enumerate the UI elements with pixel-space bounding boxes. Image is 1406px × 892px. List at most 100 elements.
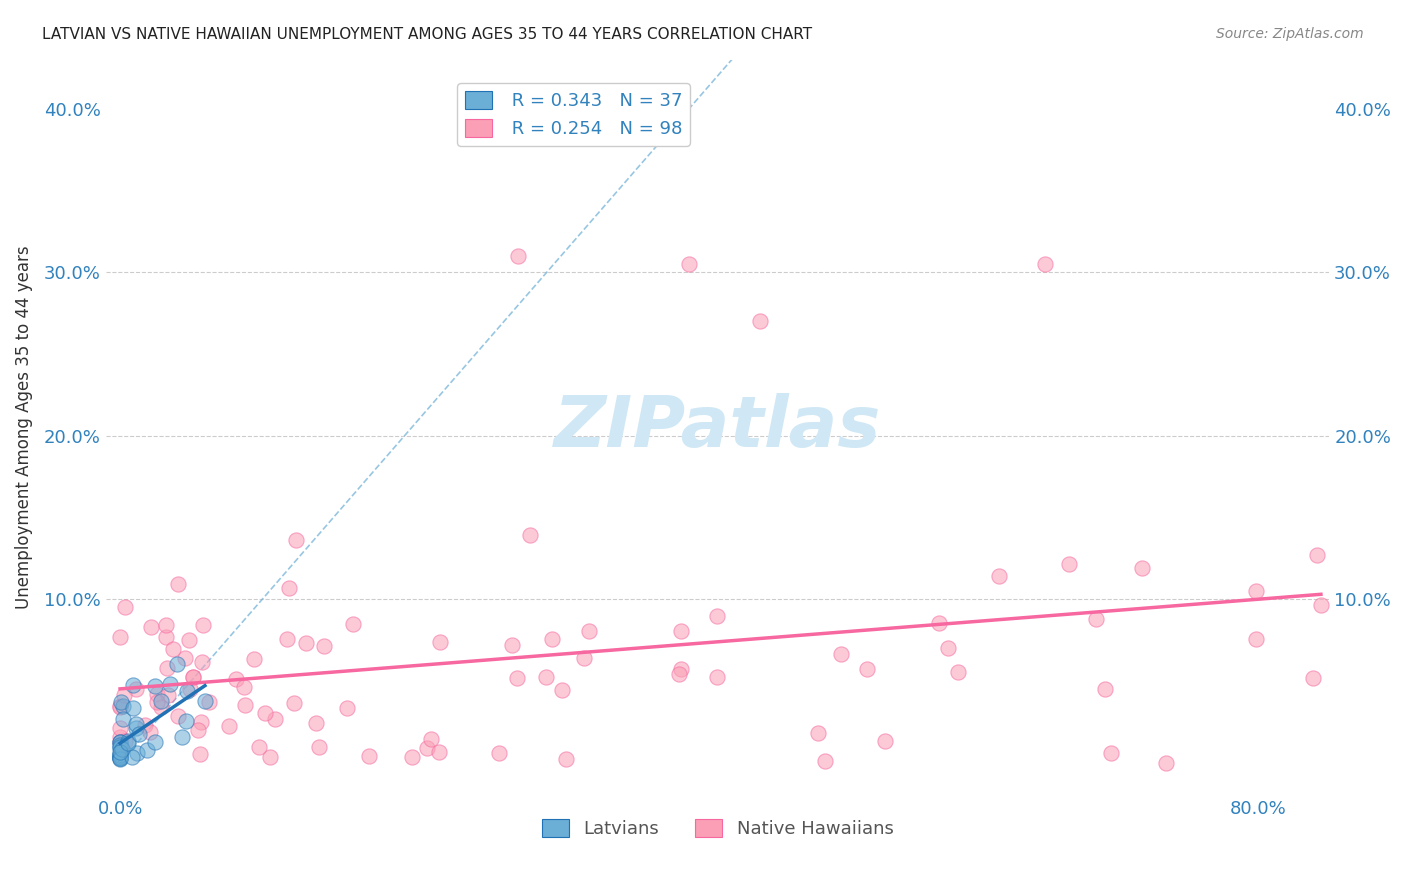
Point — [181, 670, 204, 684]
Point — [110, 751, 132, 765]
Point — [1309, 598, 1331, 612]
Point — [159, 677, 181, 691]
Point — [928, 615, 950, 630]
Point — [125, 721, 148, 735]
Point — [155, 631, 177, 645]
Point — [336, 700, 359, 714]
Point — [243, 652, 266, 666]
Point — [1244, 632, 1267, 646]
Point — [125, 682, 148, 697]
Point — [108, 740, 131, 755]
Point — [146, 695, 169, 709]
Point — [117, 734, 139, 748]
Point — [179, 633, 201, 648]
Point — [111, 698, 134, 713]
Point — [706, 670, 728, 684]
Point — [108, 700, 131, 714]
Text: Source: ZipAtlas.com: Source: ZipAtlas.com — [1216, 27, 1364, 41]
Point — [108, 751, 131, 765]
Point — [294, 636, 316, 650]
Point — [139, 725, 162, 739]
Point — [550, 682, 572, 697]
Point — [706, 609, 728, 624]
Point — [519, 527, 541, 541]
Point — [1094, 681, 1116, 696]
Point — [191, 655, 214, 669]
Point — [156, 688, 179, 702]
Point — [830, 648, 852, 662]
Point — [111, 712, 134, 726]
Point — [669, 662, 692, 676]
Point — [401, 750, 423, 764]
Point — [198, 695, 221, 709]
Point — [541, 632, 564, 647]
Point — [174, 651, 197, 665]
Point — [146, 687, 169, 701]
Point — [139, 620, 162, 634]
Point — [108, 747, 131, 762]
Point — [342, 616, 364, 631]
Point — [254, 706, 277, 720]
Point — [1154, 756, 1177, 770]
Point — [873, 733, 896, 747]
Point — [233, 698, 256, 712]
Point — [108, 751, 131, 765]
Point — [172, 730, 194, 744]
Point — [554, 751, 576, 765]
Point — [125, 716, 148, 731]
Point — [856, 662, 879, 676]
Point — [108, 747, 131, 762]
Point — [112, 689, 135, 703]
Point — [108, 735, 131, 749]
Point — [108, 735, 131, 749]
Point — [149, 700, 172, 714]
Point — [108, 730, 131, 744]
Point — [108, 739, 131, 754]
Point — [948, 665, 970, 679]
Point — [506, 671, 529, 685]
Point — [308, 739, 330, 754]
Point — [187, 723, 209, 737]
Point — [108, 747, 131, 762]
Point — [218, 718, 240, 732]
Point — [357, 748, 380, 763]
Point — [125, 746, 148, 760]
Point — [1302, 671, 1324, 685]
Legend: Latvians, Native Hawaiians: Latvians, Native Hawaiians — [534, 812, 901, 846]
Point — [121, 749, 143, 764]
Point — [155, 618, 177, 632]
Point — [285, 533, 308, 547]
Point — [419, 731, 441, 746]
Point — [114, 600, 136, 615]
Point — [134, 718, 156, 732]
Point — [108, 721, 131, 735]
Point — [578, 624, 600, 638]
Point — [1306, 549, 1329, 563]
Point — [149, 694, 172, 708]
Point — [429, 745, 451, 759]
Point — [117, 736, 139, 750]
Point — [179, 682, 201, 697]
Point — [225, 672, 247, 686]
Point — [416, 741, 439, 756]
Point — [806, 726, 828, 740]
Point — [193, 617, 215, 632]
Point — [749, 314, 772, 328]
Point — [283, 696, 305, 710]
Point — [128, 727, 150, 741]
Point — [176, 683, 198, 698]
Point — [501, 638, 523, 652]
Point — [194, 694, 217, 708]
Point — [156, 661, 179, 675]
Point — [114, 734, 136, 748]
Point — [108, 630, 131, 644]
Point — [314, 640, 336, 654]
Point — [190, 715, 212, 730]
Point — [181, 670, 204, 684]
Point — [1057, 557, 1080, 571]
Point — [1033, 257, 1056, 271]
Point — [143, 679, 166, 693]
Point — [166, 708, 188, 723]
Point — [278, 582, 301, 596]
Point — [143, 735, 166, 749]
